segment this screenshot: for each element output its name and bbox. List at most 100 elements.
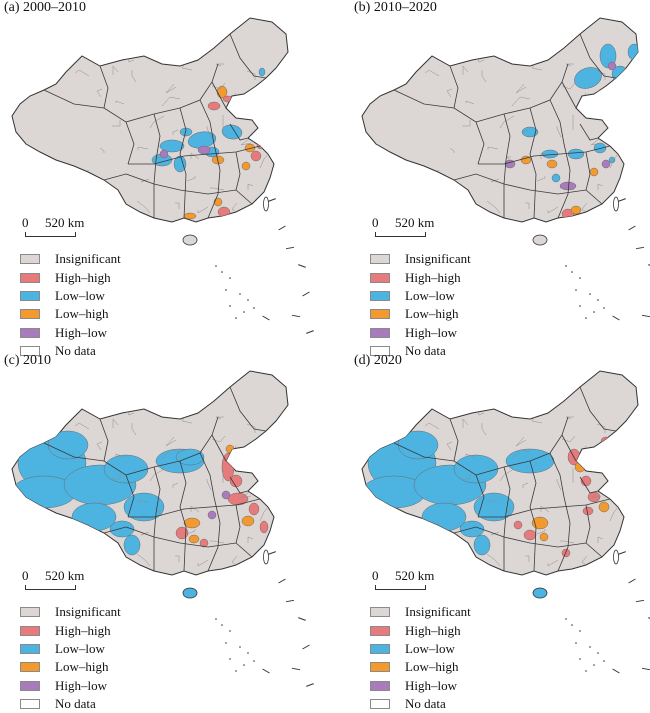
maritime-boundary-dash	[628, 225, 636, 231]
county-boundary	[440, 189, 452, 200]
maritime-boundary-dash	[618, 198, 626, 202]
county-boundary	[271, 145, 286, 158]
legend-item-low-low: Low–low	[370, 640, 471, 658]
region-patch	[616, 432, 624, 442]
maritime-boundary-dash	[302, 644, 310, 650]
island-dot	[593, 664, 595, 666]
county-boundary	[581, 555, 588, 566]
region-patch	[574, 461, 586, 473]
region-patch	[259, 520, 269, 534]
province-boundary	[478, 145, 611, 165]
province-boundary	[153, 113, 161, 218]
legend-item-high-high: High–high	[20, 268, 121, 286]
county-boundary	[405, 29, 415, 45]
region-patch	[574, 67, 602, 89]
province-boundary	[229, 476, 249, 494]
county-boundary	[165, 436, 177, 447]
county-boundary	[206, 126, 212, 138]
legend: Insignificant High–high Low–low Low–high…	[20, 250, 121, 360]
county-boundary	[131, 70, 137, 83]
region-patch	[570, 205, 582, 215]
region-patch	[521, 126, 539, 138]
map-panel-a: (a) 2000–2010 0 520 km Insignificant Hig…	[0, 0, 325, 358]
legend-label: No data	[55, 696, 96, 712]
province-boundary	[125, 416, 219, 476]
region-patch	[587, 491, 601, 503]
legend-swatch	[20, 643, 40, 654]
county-boundary	[115, 100, 125, 105]
county-boundary	[506, 156, 513, 164]
region-patch	[241, 515, 255, 527]
province-boundary	[393, 442, 485, 518]
county-boundary	[481, 423, 487, 436]
county-boundary	[424, 422, 440, 430]
region-patch	[546, 159, 558, 169]
county-boundary	[131, 423, 137, 436]
province-boundary	[449, 65, 459, 109]
region-patch	[123, 492, 165, 522]
province-boundary	[561, 434, 577, 462]
county-boundary	[449, 147, 455, 153]
province-boundary	[579, 123, 599, 141]
region-patch	[523, 529, 537, 541]
province-boundary	[211, 81, 227, 109]
county-boundary	[446, 88, 453, 98]
maritime-boundary-dash	[285, 599, 295, 603]
legend-item-high-low: High–low	[20, 677, 121, 695]
map-panel-d: (d) 2020 0 520 km Insignificant High–hig…	[350, 353, 650, 711]
county-boundary	[486, 200, 501, 214]
legend-label: High–high	[55, 622, 111, 638]
county-boundary	[175, 202, 180, 209]
county-boundary	[565, 416, 574, 420]
legend-item-low-low: Low–low	[370, 287, 471, 305]
county-boundary	[161, 96, 181, 107]
region-patch	[159, 149, 169, 159]
legend-label: Low–low	[55, 640, 105, 656]
province-boundary	[503, 466, 511, 571]
maritime-boundary-dash	[278, 578, 286, 584]
county-boundary	[522, 482, 529, 488]
county-boundary	[540, 505, 550, 513]
county-boundary	[197, 559, 209, 567]
panel-title: (a) 2000–2010	[4, 0, 87, 15]
hainan-island	[532, 234, 548, 246]
maritime-boundary-dash	[298, 617, 306, 621]
county-boundary	[136, 200, 151, 214]
maritime-boundary-dash	[291, 314, 301, 318]
province-boundary	[449, 418, 459, 462]
county-boundary	[86, 395, 106, 405]
county-boundary	[247, 183, 254, 190]
maritime-boundary-dash	[285, 246, 295, 250]
legend-label: Insignificant	[55, 251, 121, 267]
legend-swatch	[370, 309, 390, 320]
legend-swatch	[370, 272, 390, 283]
legend-item-high-high: High–high	[370, 621, 471, 639]
scale-bar: 0 520 km	[22, 215, 152, 239]
province-boundary	[199, 99, 221, 219]
island-dot	[603, 307, 605, 309]
province-boundary	[235, 504, 241, 544]
legend-item-high-high: High–high	[370, 268, 471, 286]
province-boundary	[229, 386, 267, 432]
legend-item-insignificant: Insignificant	[20, 603, 121, 621]
county-boundary	[259, 152, 270, 169]
legend-swatch	[370, 680, 390, 691]
county-boundary	[156, 156, 163, 164]
region-patch	[585, 568, 595, 575]
island-dot	[235, 670, 237, 672]
county-boundary	[215, 416, 224, 420]
maritime-boundary-dash	[641, 314, 650, 318]
legend-swatch	[20, 346, 40, 357]
map-group	[11, 17, 314, 334]
region-patch	[207, 101, 221, 111]
region-patch	[159, 139, 185, 153]
region-patch	[183, 212, 197, 220]
region-patch	[421, 502, 467, 532]
region-patch	[213, 197, 223, 207]
county-boundary	[596, 423, 606, 433]
county-boundary	[436, 395, 456, 405]
county-boundary	[90, 189, 102, 200]
maritime-boundary-dash	[612, 315, 620, 321]
legend-item-no-data: No data	[370, 342, 471, 360]
island-dot	[253, 660, 255, 662]
